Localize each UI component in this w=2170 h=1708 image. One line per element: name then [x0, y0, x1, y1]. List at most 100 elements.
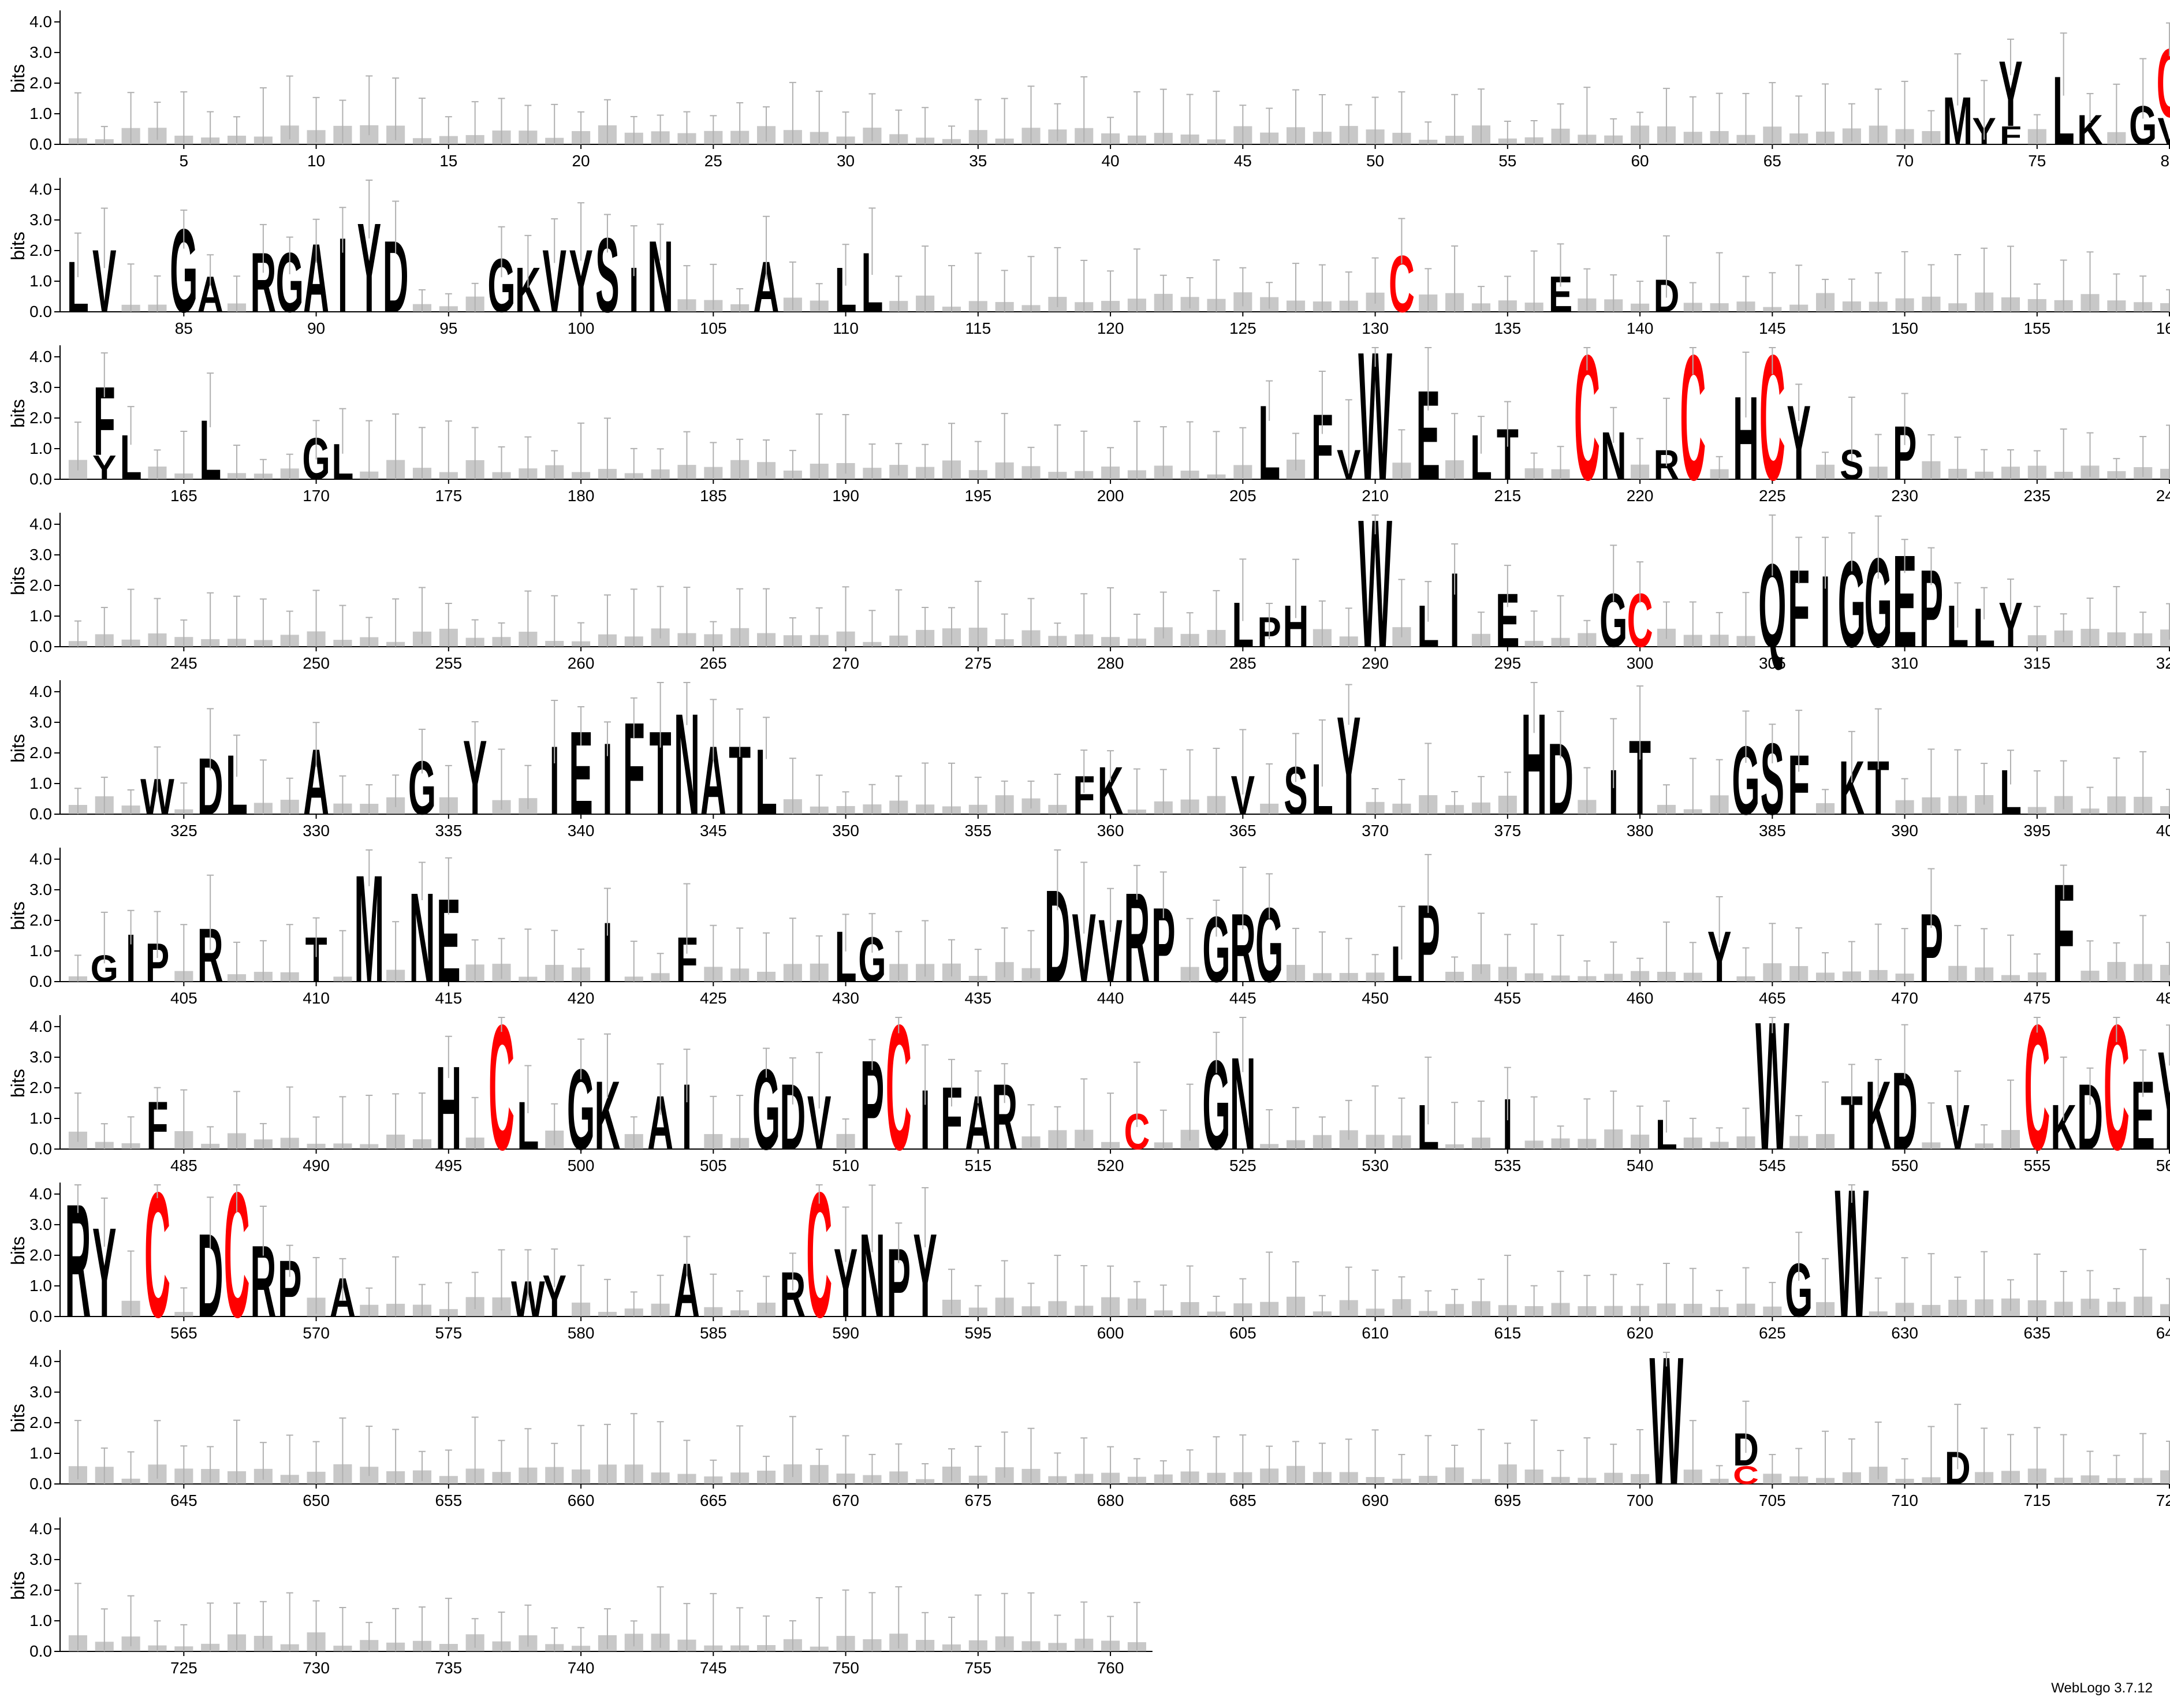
- low-info-stack: [2160, 629, 2170, 647]
- y-tick-label: 2.0: [29, 1581, 52, 1599]
- position-479: [2134, 915, 2153, 982]
- x-tick-label: 665: [700, 1491, 727, 1509]
- position-312: L: [1947, 582, 1968, 660]
- x-tick-label: 25: [704, 152, 722, 170]
- position-532: L: [1417, 1056, 1439, 1162]
- position-306: F: [1788, 536, 1810, 671]
- x-tick-label: 345: [700, 822, 727, 840]
- position-475: 475: [2023, 953, 2050, 1007]
- y-axis-label: bits: [8, 734, 28, 763]
- position-318: [2107, 586, 2126, 647]
- position-46: [1260, 107, 1279, 144]
- position-450: 450: [1362, 954, 1389, 1007]
- position-696: [1524, 1419, 1543, 1484]
- position-686: [1260, 1445, 1279, 1484]
- y-tick-label: 1.0: [29, 774, 52, 792]
- position-730: 730: [303, 1600, 330, 1677]
- y-axis-label: bits: [8, 566, 28, 595]
- position-695: 695: [1494, 1442, 1521, 1509]
- y-tick-label: 1.0: [29, 1612, 52, 1629]
- logo-letter-C: C: [1733, 1461, 1759, 1490]
- position-568: R: [250, 1206, 276, 1339]
- position-2: [95, 126, 114, 144]
- position-659: [545, 1442, 564, 1484]
- y-tick-label: 3.0: [29, 378, 52, 396]
- x-tick-label: 375: [1494, 822, 1521, 840]
- position-31: [863, 93, 882, 144]
- x-tick-label: 630: [1891, 1324, 1918, 1342]
- position-92: Y: [357, 180, 381, 340]
- position-183: [651, 448, 670, 479]
- position-723: [121, 1595, 140, 1651]
- position-552: V: [1946, 1070, 1970, 1162]
- position-609: [1339, 1266, 1358, 1317]
- position-4: [148, 102, 167, 144]
- position-624: [1736, 1267, 1755, 1317]
- position-520: 520: [1097, 1092, 1124, 1174]
- position-71: [1922, 110, 1941, 144]
- position-237: [2080, 432, 2100, 479]
- position-189: [810, 413, 829, 479]
- position-611: [1392, 1276, 1411, 1317]
- position-553: [1975, 1124, 1994, 1149]
- position-631: [1922, 1253, 1941, 1317]
- position-129: [1339, 271, 1358, 312]
- position-412: M: [354, 843, 384, 1014]
- position-348: [783, 758, 802, 814]
- position-685: 685: [1229, 1434, 1256, 1509]
- x-tick-label: 545: [1759, 1157, 1786, 1174]
- x-tick-label: 30: [837, 152, 855, 170]
- x-tick-label: 525: [1229, 1157, 1256, 1174]
- position-209: V: [1337, 399, 1360, 488]
- y-tick-label: 0.0: [29, 303, 52, 320]
- position-298: [1578, 620, 1597, 647]
- position-382: [1683, 758, 1702, 814]
- position-386: F: [1788, 710, 1810, 832]
- position-392: [1948, 749, 1967, 814]
- position-296: [1524, 610, 1543, 647]
- position-503: A: [647, 1063, 673, 1165]
- position-207: [1286, 432, 1306, 479]
- position-372: [1419, 743, 1438, 814]
- y-tick-label: 4.0: [29, 1017, 52, 1035]
- position-297: [1551, 595, 1570, 647]
- position-619: [1604, 1274, 1623, 1317]
- position-760: 760: [1097, 1616, 1124, 1677]
- position-463: Y: [1707, 896, 1731, 997]
- position-632: [1948, 1276, 1967, 1317]
- position-627: [1815, 1258, 1835, 1317]
- position-10: 10: [307, 96, 326, 170]
- y-tick-label: 3.0: [29, 881, 52, 898]
- position-442: P: [1151, 871, 1176, 1005]
- position-641: [68, 1420, 87, 1484]
- position-217: [1551, 446, 1570, 479]
- position-557: D: [2077, 1065, 2103, 1170]
- x-tick-label: 420: [568, 989, 595, 1007]
- position-11: [333, 99, 352, 144]
- position-481: [68, 1092, 87, 1149]
- position-640: 640: [2156, 1278, 2170, 1342]
- position-699: [1604, 1444, 1623, 1484]
- position-49: [1339, 104, 1358, 144]
- position-349: [810, 774, 829, 814]
- x-tick-label: 475: [2023, 989, 2050, 1007]
- x-tick-label: 235: [2023, 487, 2050, 505]
- position-521: C: [1124, 1061, 1150, 1161]
- position-747: [756, 1615, 776, 1651]
- position-608: [1313, 1295, 1332, 1317]
- position-154: [2001, 245, 2020, 312]
- position-623: [1710, 1289, 1729, 1317]
- position-387: [1815, 789, 1835, 814]
- position-125: 125: [1229, 267, 1256, 337]
- x-tick-label: 460: [1627, 989, 1654, 1007]
- position-219: N: [1601, 407, 1627, 494]
- position-342: F: [623, 696, 645, 842]
- position-672: [889, 1443, 908, 1484]
- position-260: 260: [568, 622, 594, 672]
